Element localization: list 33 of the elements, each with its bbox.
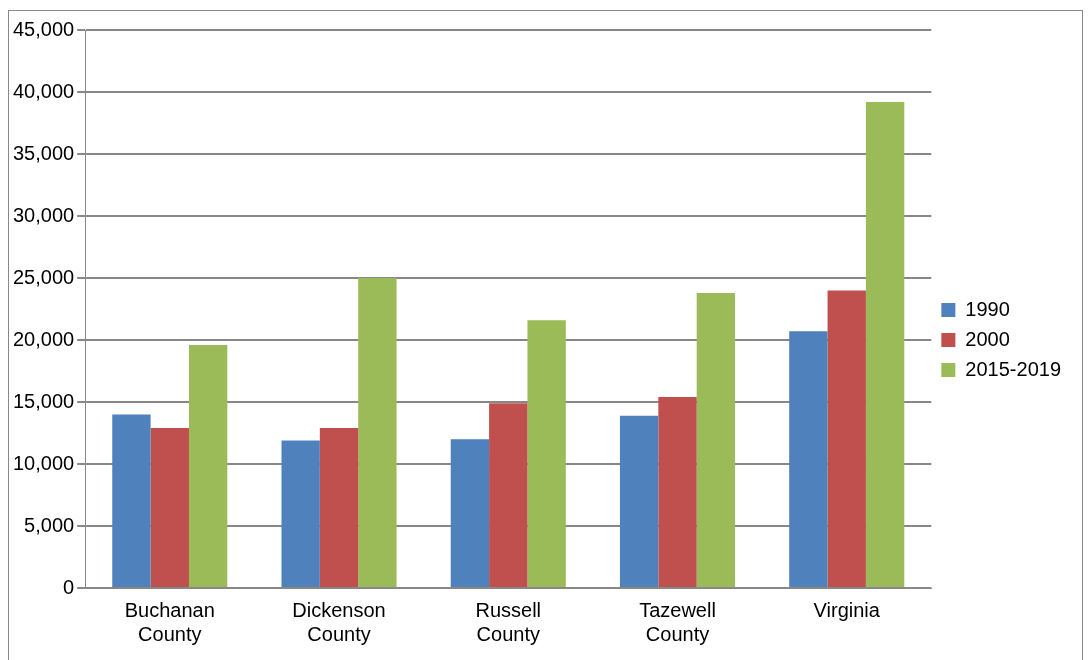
y-tick-label: 10,000 <box>13 451 75 474</box>
bar <box>281 440 320 587</box>
bar <box>112 414 151 587</box>
x-tick-label: Virginia <box>813 598 881 621</box>
legend-label: 2015-2019 <box>965 357 1062 380</box>
bar <box>658 397 697 587</box>
bar <box>696 292 736 587</box>
bar <box>489 403 528 587</box>
bar <box>619 415 659 587</box>
x-tick-label: Tazewell County <box>639 598 716 645</box>
legend-label: 1990 <box>965 297 1010 320</box>
x-tick-label: Buchanan County <box>124 598 215 645</box>
bar <box>527 320 566 587</box>
y-tick-label: 30,000 <box>13 203 75 226</box>
legend-label: 2000 <box>965 327 1010 350</box>
y-tick-label: 0 <box>63 575 75 598</box>
y-tick-label: 20,000 <box>13 327 75 350</box>
bar <box>150 428 189 587</box>
bar <box>827 290 866 587</box>
bar <box>865 101 905 587</box>
y-tick-label: 5,000 <box>24 513 75 536</box>
x-tick-label: Russell County <box>475 598 542 645</box>
bar <box>319 428 359 587</box>
bar <box>188 344 228 587</box>
y-tick-label: 35,000 <box>13 141 75 164</box>
y-tick-label: 45,000 <box>13 17 75 40</box>
bar <box>450 439 490 587</box>
y-tick-label: 25,000 <box>13 265 75 288</box>
y-tick-label: 40,000 <box>13 79 75 102</box>
bar <box>358 278 397 587</box>
y-tick-label: 15,000 <box>13 389 75 412</box>
bar <box>789 331 828 587</box>
x-tick-label: Dickenson County <box>292 598 386 645</box>
